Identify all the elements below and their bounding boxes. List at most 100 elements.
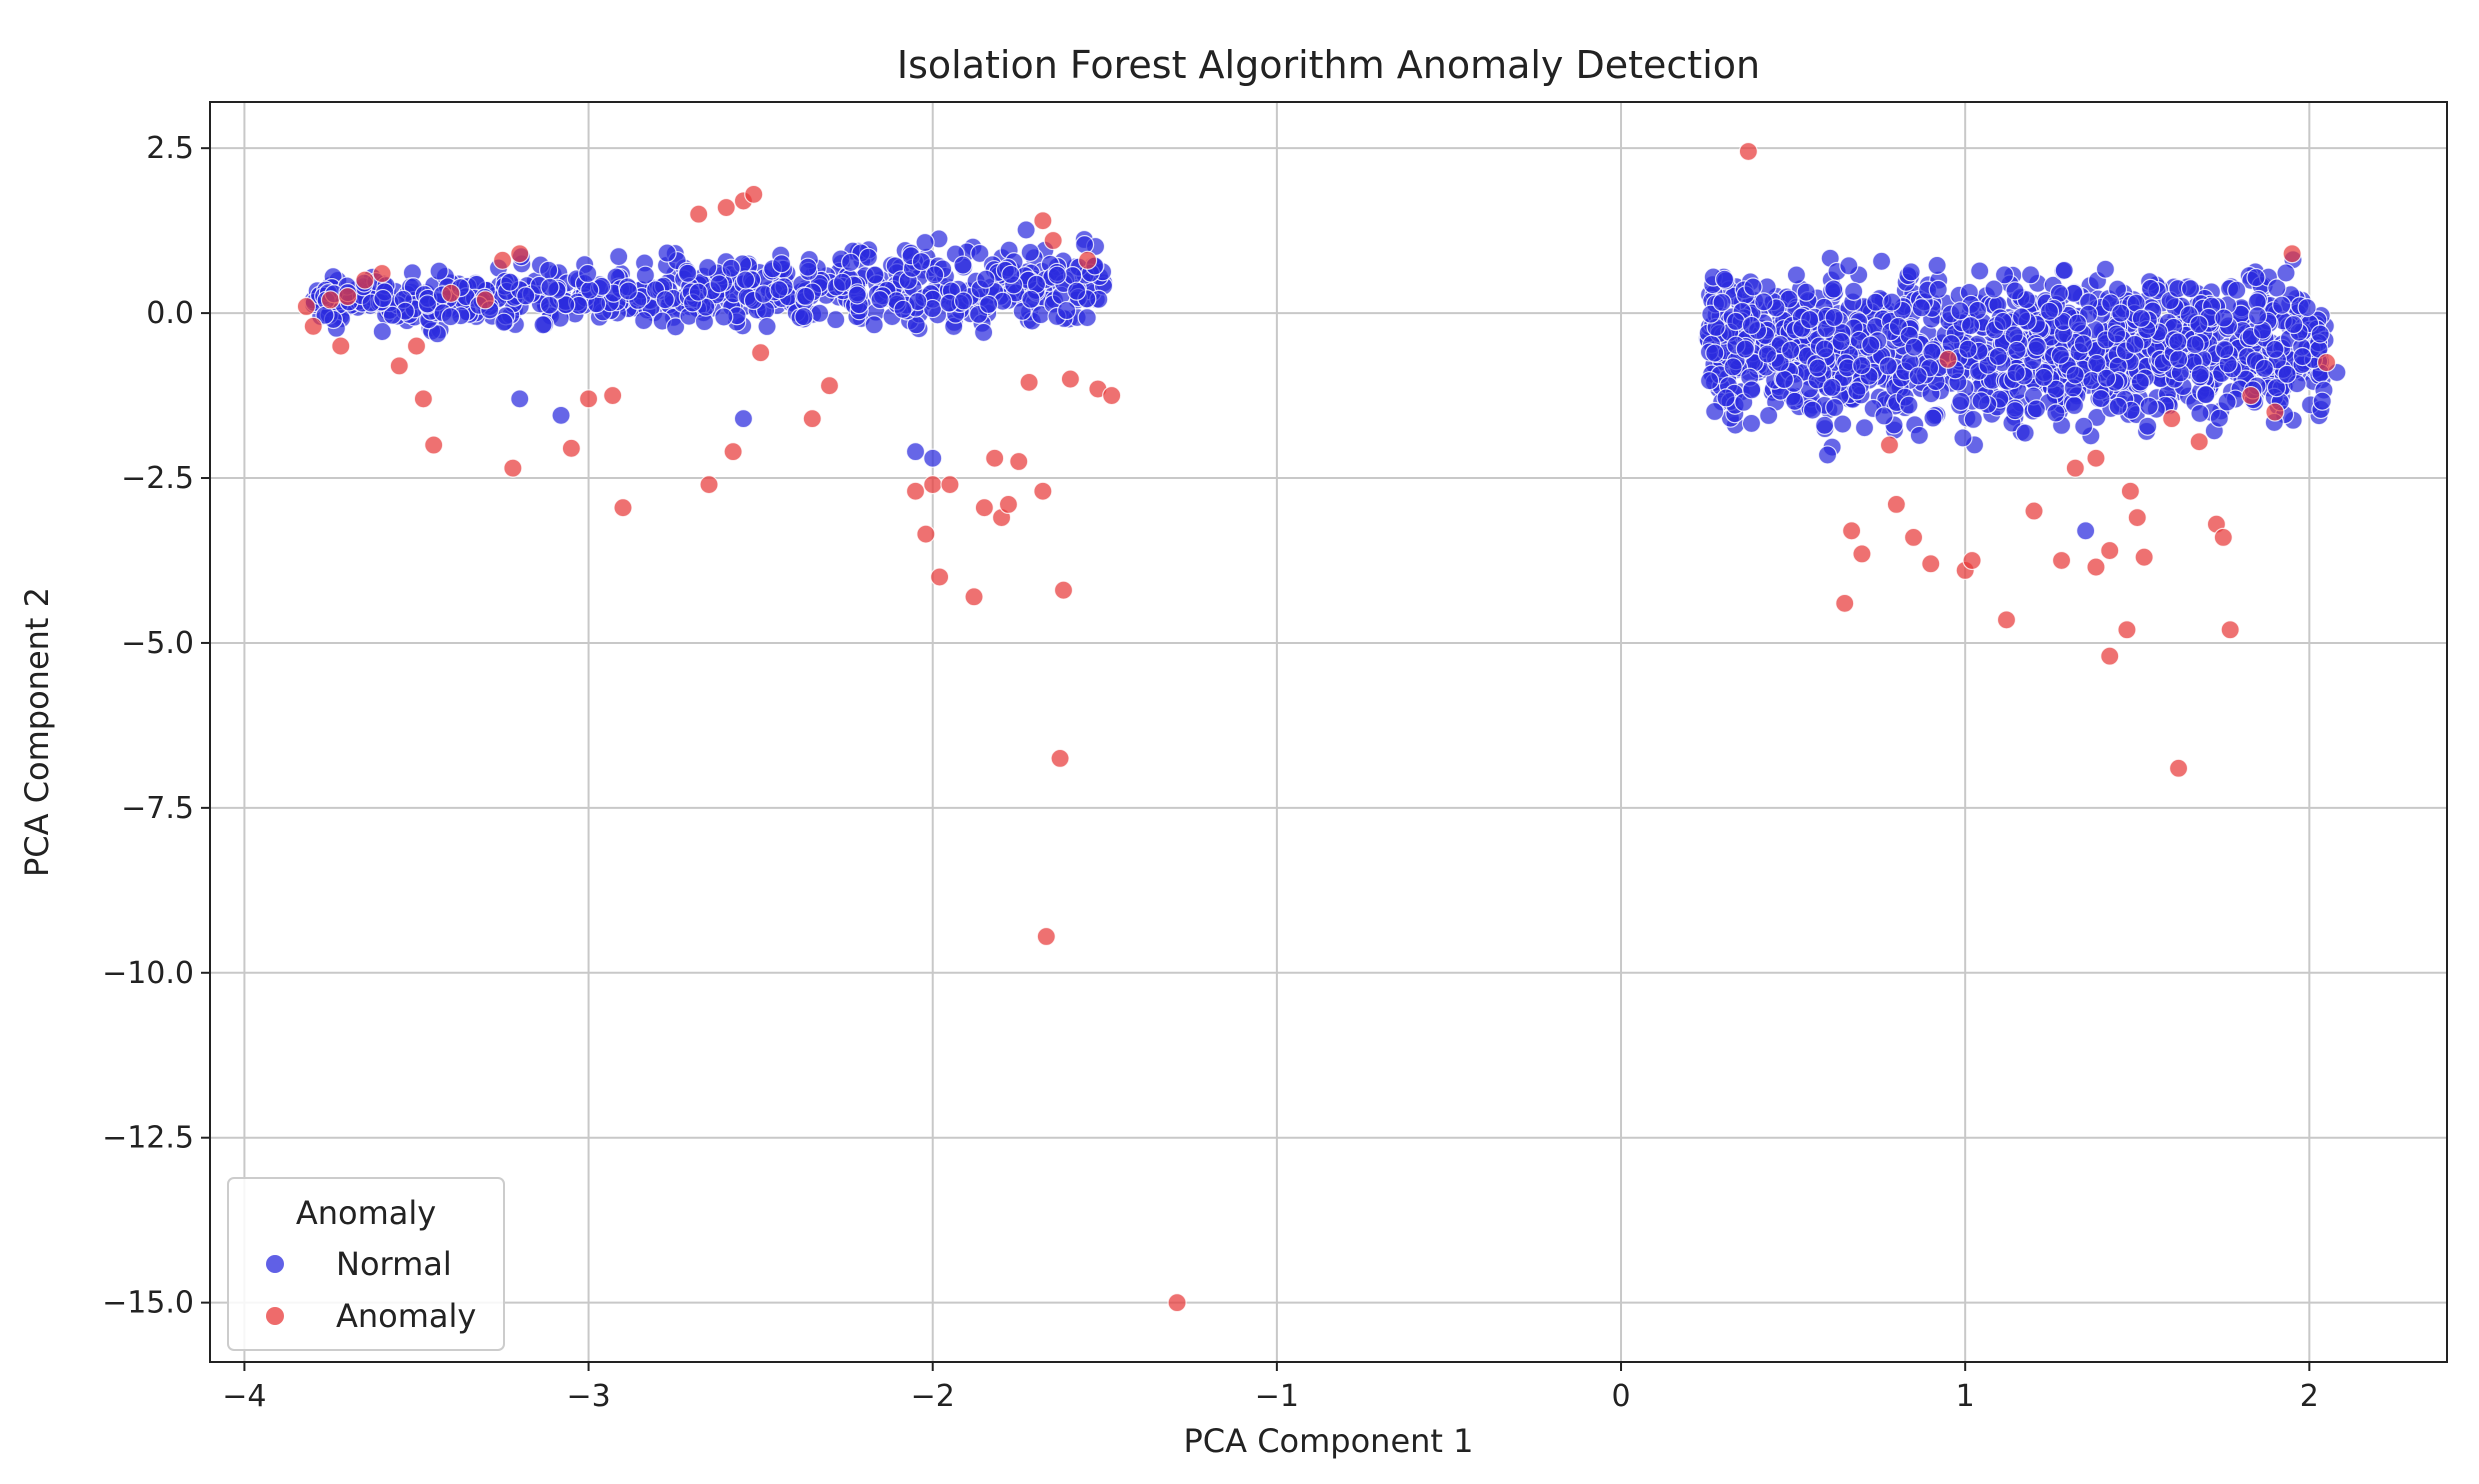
anomaly-point [1053, 580, 1074, 600]
normal-point [864, 315, 884, 335]
x-tick-label: −3 [566, 1379, 610, 1414]
normal-point [1741, 315, 1762, 336]
anomaly-point [2162, 409, 2182, 429]
anomaly-point [930, 567, 950, 587]
normal-point [798, 257, 818, 277]
normal-point [1057, 300, 1077, 321]
anomaly-point [974, 498, 994, 518]
anomaly-point [1938, 349, 1958, 369]
normal-point [1950, 301, 1970, 321]
anomaly-point [744, 184, 764, 204]
anomaly-point [2189, 432, 2209, 452]
normal-point [1909, 425, 1929, 446]
anomaly-point [1077, 250, 1098, 270]
normal-point [2217, 392, 2237, 412]
normal-point [826, 310, 846, 330]
anomaly-point [1886, 494, 1906, 515]
normal-point [2005, 401, 2025, 421]
normal-point [1882, 292, 1902, 312]
y-tick-label: −15.0 [102, 1286, 194, 1321]
normal-point [2214, 308, 2234, 328]
normal-point [2007, 340, 2027, 361]
normal-point [771, 254, 792, 274]
normal-point [1077, 307, 1097, 328]
anomaly-point [2282, 244, 2302, 264]
normal-point [953, 255, 973, 275]
anomaly-point [1167, 1293, 1187, 1313]
normal-point [1958, 339, 1978, 359]
normal-point [2054, 260, 2074, 280]
normal-point [1904, 337, 1924, 357]
normal-point [1911, 298, 1931, 318]
normal-point [2096, 368, 2117, 388]
normal-point [1923, 408, 1943, 428]
normal-point [2015, 423, 2035, 443]
normal-point [1785, 391, 1805, 411]
normal-point [2108, 396, 2128, 416]
anomaly-point [2024, 501, 2044, 521]
normal-point [580, 280, 600, 300]
normal-point [540, 277, 560, 297]
normal-point [1800, 309, 1820, 330]
normal-point [1822, 377, 1842, 397]
anomaly-point [940, 475, 960, 495]
normal-point [1808, 358, 1828, 378]
legend-label-anomaly: Anomaly [336, 1297, 476, 1335]
normal-point [2292, 346, 2313, 367]
chart-title: Isolation Forest Algorithm Anomaly Detec… [897, 43, 1760, 87]
normal-point [2067, 313, 2088, 333]
anomaly-point [802, 409, 822, 429]
anomaly-point [441, 283, 461, 303]
anomaly-point [338, 287, 358, 307]
normal-point [1928, 279, 1948, 299]
normal-point [1971, 391, 1991, 411]
anomaly-point [699, 475, 719, 495]
x-tick-label: 2 [2300, 1379, 2319, 1414]
normal-point [2265, 339, 2285, 359]
normal-point [1824, 279, 1844, 299]
anomaly-point [389, 356, 409, 376]
normal-point [1802, 400, 1823, 420]
anomaly-point [2100, 646, 2120, 666]
anomaly-point [613, 498, 633, 518]
normal-point [1927, 255, 1947, 276]
anomaly-point [296, 296, 316, 317]
legend-marker-normal [266, 1255, 284, 1273]
normal-point [1743, 277, 1763, 297]
normal-point [655, 290, 675, 310]
y-tick-label: −5.0 [121, 626, 194, 661]
normal-point [1852, 356, 1872, 376]
normal-point [2050, 345, 2070, 365]
normal-point [688, 282, 708, 302]
normal-point [911, 251, 932, 272]
y-tick-label: −2.5 [121, 461, 194, 496]
anomaly-point [1036, 926, 1056, 947]
normal-point [847, 285, 867, 305]
normal-point [1796, 282, 1816, 302]
normal-point [2215, 339, 2235, 360]
normal-point [735, 270, 756, 290]
normal-point [1705, 401, 1725, 422]
normal-point [1016, 220, 1036, 240]
normal-point [618, 281, 638, 301]
legend-box [227, 1177, 505, 1351]
normal-point [1854, 418, 1875, 438]
normal-point [979, 294, 999, 315]
normal-point [2139, 396, 2159, 416]
anomaly-point [475, 290, 495, 310]
normal-point [2169, 349, 2189, 369]
normal-point [2196, 385, 2216, 405]
normal-point [1047, 265, 1067, 285]
normal-point [905, 442, 926, 462]
anomaly-point [2086, 448, 2106, 468]
anomaly-point [2168, 758, 2189, 778]
anomaly-point [1019, 372, 1039, 392]
normal-point [1814, 339, 1835, 359]
normal-point [2046, 403, 2066, 423]
anomaly-point [716, 197, 736, 218]
anomaly-point [578, 389, 599, 409]
normal-point [429, 261, 449, 281]
normal-point [976, 269, 996, 289]
legend-label-normal: Normal [336, 1245, 452, 1283]
normal-point [1831, 331, 1851, 352]
